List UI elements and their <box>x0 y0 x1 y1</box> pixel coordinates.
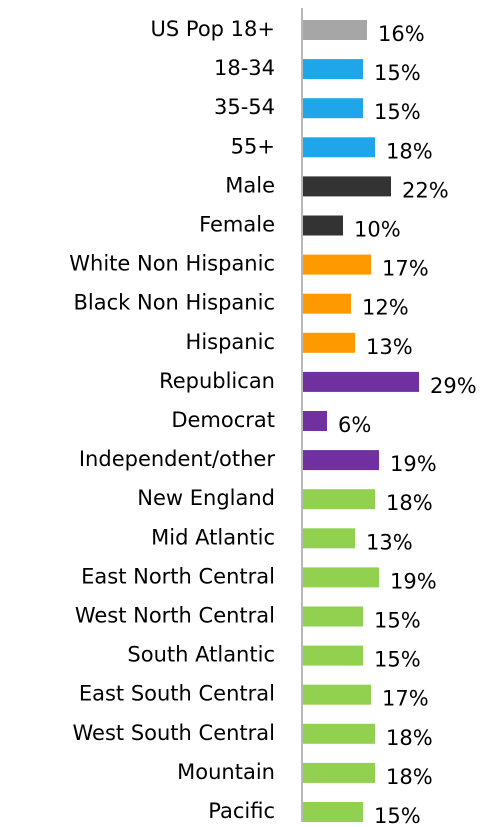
bar <box>303 606 363 627</box>
value-label: 10% <box>354 218 401 242</box>
category-label: Black Non Hispanic <box>74 291 276 315</box>
bar <box>303 762 375 783</box>
category-label: White Non Hispanic <box>69 252 275 276</box>
bar <box>303 528 355 549</box>
bar <box>303 723 375 744</box>
bar <box>303 59 363 80</box>
category-label: New England <box>137 486 275 510</box>
bar <box>303 20 367 40</box>
category-label: Republican <box>159 369 275 393</box>
category-label: West South Central <box>73 721 275 745</box>
bar <box>303 802 363 822</box>
bar <box>303 254 371 275</box>
value-label: 15% <box>374 648 421 672</box>
category-label: West North Central <box>75 604 275 628</box>
category-label: Hispanic <box>186 330 275 354</box>
bar <box>303 98 363 119</box>
bar <box>303 176 391 197</box>
bar <box>303 411 327 431</box>
value-label: 18% <box>386 765 433 789</box>
bar <box>303 293 351 314</box>
value-label: 15% <box>374 100 421 124</box>
value-label: 17% <box>382 687 429 711</box>
category-label: East South Central <box>79 682 275 706</box>
value-label: 15% <box>374 609 421 633</box>
value-label: 18% <box>386 491 433 515</box>
value-label: 18% <box>386 139 433 163</box>
value-label: 13% <box>366 530 413 554</box>
value-label: 16% <box>378 22 425 46</box>
bar <box>303 450 379 471</box>
category-label: US Pop 18+ <box>151 17 275 41</box>
value-label: 15% <box>374 804 421 827</box>
category-label: Mountain <box>177 760 275 784</box>
value-label: 13% <box>366 335 413 359</box>
bar <box>303 137 375 158</box>
value-label: 17% <box>382 257 429 281</box>
category-label: Pacific <box>208 799 275 823</box>
category-label: Male <box>225 173 275 197</box>
bar <box>303 215 343 236</box>
category-label: Democrat <box>171 408 275 432</box>
bar <box>303 371 419 392</box>
bar <box>303 684 371 705</box>
category-label: 35-54 <box>214 95 275 119</box>
bar <box>303 567 379 588</box>
value-label: 19% <box>390 452 437 476</box>
category-label: Female <box>199 213 275 237</box>
bar <box>303 645 363 666</box>
category-label: Independent/other <box>79 447 275 471</box>
category-label: East North Central <box>81 564 275 588</box>
category-label: 18-34 <box>214 56 275 80</box>
value-label: 19% <box>390 569 437 593</box>
value-label: 15% <box>374 61 421 85</box>
category-label: 55+ <box>231 134 275 158</box>
category-label: Mid Atlantic <box>151 525 275 549</box>
value-label: 12% <box>362 296 409 320</box>
value-label: 18% <box>386 726 433 750</box>
value-label: 22% <box>402 178 449 202</box>
category-label: South Atlantic <box>127 643 275 667</box>
bar <box>303 332 355 353</box>
bar <box>303 489 375 510</box>
value-label: 6% <box>338 413 371 437</box>
value-label: 29% <box>430 374 477 398</box>
